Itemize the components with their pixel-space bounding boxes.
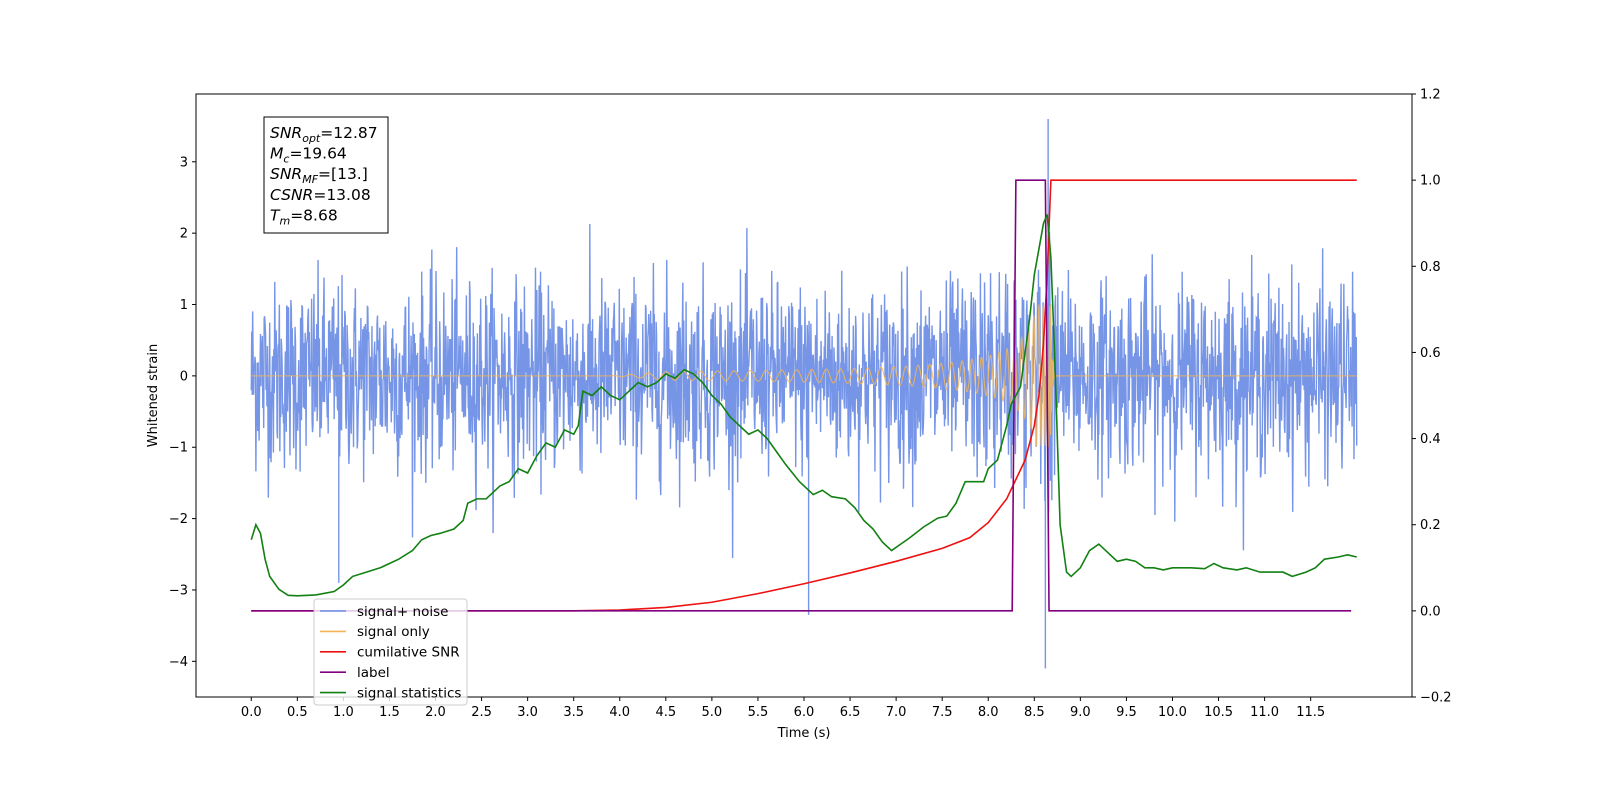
x-tick-label: 7.5 (932, 705, 953, 720)
y-tick-label: 0 (180, 369, 188, 384)
legend-entry: cumilative SNR (357, 645, 460, 661)
y-tick-label: −3 (169, 583, 188, 598)
legend-entry: signal+ noise (357, 604, 448, 620)
x-tick-label: 2.5 (471, 705, 492, 720)
y2-tick-label: 0.2 (1420, 518, 1441, 533)
x-tick-label: 1.0 (333, 705, 354, 720)
y2-tick-label: 1.2 (1420, 88, 1441, 103)
x-tick-label: 3.5 (563, 705, 584, 720)
x-tick-label: 6.5 (840, 705, 861, 720)
x-tick-label: 0.5 (287, 705, 308, 720)
y-tick-label: −1 (169, 441, 188, 456)
series-cumulative-snr (251, 179, 1357, 612)
series-label (251, 179, 1352, 612)
y2-tick-label: 0.6 (1420, 346, 1441, 361)
y-tick-label: −2 (169, 512, 188, 527)
series-signal-statistics (250, 214, 1357, 597)
series-signal-only (251, 304, 1357, 448)
y-tick-label: 1 (180, 298, 188, 313)
info-box: SNRopt=12.87Mc=19.64SNRMF=[13.]CSNR=13.0… (263, 116, 389, 234)
x-tick-label: 0.0 (241, 705, 262, 720)
x-tick-label: 11.5 (1296, 705, 1325, 720)
legend-frame (313, 598, 468, 706)
x-axis: 0.0 0.5 1.0 1.5 2.0 2.5 3.0 3.5 4.0 4.5 5.0 5.5 6.0 6… (241, 697, 1325, 720)
x-tick-label: 10.5 (1204, 705, 1233, 720)
y2-tick-label: −0.2 (1420, 691, 1452, 706)
y2-tick-label: 0.0 (1420, 604, 1441, 619)
y2-tick-label: 1.0 (1420, 174, 1441, 189)
info-line: Tm=8.68 (270, 206, 338, 227)
x-tick-label: 5.5 (748, 705, 769, 720)
x-tick-label: 7.0 (886, 705, 907, 720)
info-line: Mc=19.64 (270, 145, 347, 166)
legend-entry: label (357, 665, 390, 681)
x-tick-label: 4.0 (609, 705, 630, 720)
legend-entry: signal only (357, 624, 430, 640)
x-tick-label: 11.0 (1250, 705, 1279, 720)
y-tick-label: −4 (169, 655, 188, 670)
series-signal-noise (250, 118, 1358, 669)
y-axis-label: Whitened strain (146, 344, 161, 447)
x-axis-label: Time (s) (777, 726, 831, 741)
x-tick-label: 4.5 (655, 705, 676, 720)
x-tick-label: 5.0 (702, 705, 723, 720)
x-tick-label: 6.0 (794, 705, 815, 720)
y2-tick-label: 0.8 (1420, 260, 1441, 275)
y-axis-right: 1.2 1.0 0.8 0.6 0.4 0.2 0.0 −0.2 (1412, 88, 1452, 706)
legend: signal+ noise signal only cumilative SNR la… (313, 598, 468, 706)
x-tick-label: 2.0 (425, 705, 446, 720)
y2-tick-label: 0.4 (1420, 432, 1441, 447)
y-tick-label: 2 (180, 227, 188, 242)
info-box-frame (263, 116, 389, 234)
x-tick-label: 9.5 (1116, 705, 1137, 720)
series-layer (250, 118, 1358, 669)
x-tick-label: 1.5 (379, 705, 400, 720)
y-axis-left: 3 2 1 0 −1 −2 −3 −4 (169, 155, 196, 670)
y-tick-label: 3 (180, 155, 188, 170)
x-tick-label: 10.0 (1158, 705, 1187, 720)
info-line: CSNR=13.08 (270, 186, 371, 204)
info-line: SNRMF=[13.] (270, 165, 368, 186)
legend-entry: signal statistics (357, 685, 461, 701)
x-tick-label: 8.0 (978, 705, 999, 720)
x-tick-label: 8.5 (1024, 705, 1045, 720)
x-tick-label: 9.0 (1070, 705, 1091, 720)
info-line: SNRopt=12.87 (270, 124, 378, 145)
x-tick-label: 3.0 (517, 705, 538, 720)
